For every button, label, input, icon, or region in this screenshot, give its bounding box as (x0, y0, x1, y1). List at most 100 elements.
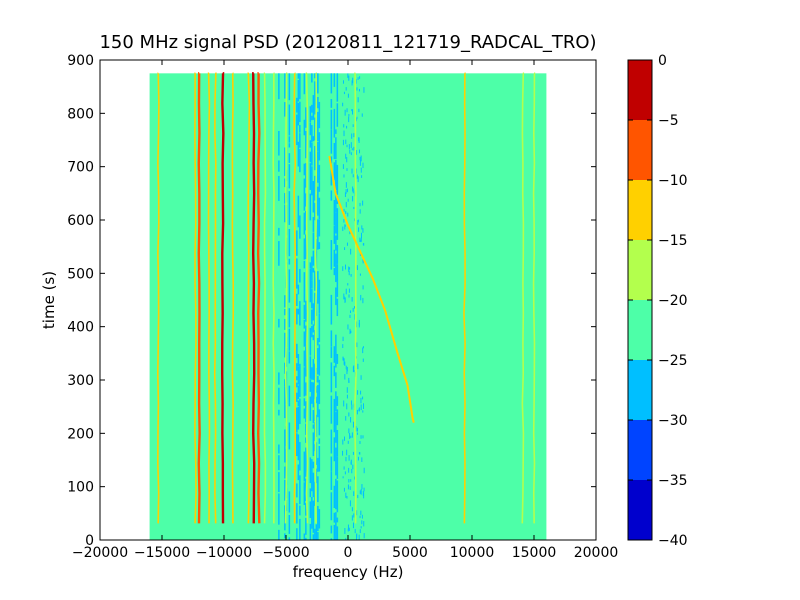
y-tick-label: 0 (85, 533, 94, 549)
heatmap-noise-cell (344, 109, 346, 116)
heatmap-noise-cell (311, 367, 313, 380)
heatmap-noise-cell (346, 394, 348, 399)
heatmap-noise-cell (305, 502, 307, 516)
heatmap-noise-cell (312, 180, 315, 213)
heatmap-noise-cell (288, 422, 291, 450)
heatmap-noise-cell (315, 524, 318, 540)
heatmap-noise-cell (349, 230, 351, 235)
heatmap-noise-cell (296, 258, 298, 289)
heatmap-noise-cell (351, 468, 353, 474)
colorbar-tick-label: −40 (658, 533, 688, 549)
heatmap-noise-cell (344, 224, 346, 230)
heatmap-noise-cell (357, 494, 359, 499)
heatmap-noise-cell (284, 73, 286, 99)
heatmap-noise-cell (345, 537, 347, 540)
heatmap-noise-cell (335, 159, 337, 190)
heatmap-noise-cell (363, 467, 365, 474)
spectral-line (521, 72, 525, 524)
heatmap-noise-cell (278, 241, 280, 266)
heatmap-noise-cell (305, 300, 307, 322)
heatmap-noise-cell (336, 73, 339, 102)
heatmap-noise-cell (345, 153, 347, 159)
heatmap-noise-cell (349, 310, 351, 314)
heatmap-noise-cell (330, 99, 333, 108)
heatmap-noise-cell (314, 117, 316, 141)
spectral-line (284, 72, 288, 524)
heatmap-noise-cell (305, 346, 307, 377)
heatmap-noise-cell (303, 272, 306, 303)
heatmap-noise-cell (297, 354, 300, 367)
heatmap-noise-cell (317, 151, 319, 183)
heatmap-noise-cell (350, 142, 352, 149)
heatmap-noise-cell (296, 528, 298, 540)
heatmap-noise-cell (297, 385, 300, 400)
heatmap-noise-cell (296, 293, 298, 306)
heatmap-noise-cell (311, 459, 313, 492)
heatmap-noise-cell (350, 274, 352, 277)
heatmap-noise-cell (336, 264, 339, 282)
x-tick-label: 5000 (392, 545, 428, 561)
heatmap-noise-cell (345, 456, 347, 462)
heatmap-noise-cell (362, 435, 364, 439)
heatmap-noise-cell (330, 129, 333, 154)
heatmap-noise-cell (318, 219, 321, 237)
heatmap-noise-cell (309, 379, 312, 392)
colorbar-segment (628, 120, 652, 180)
heatmap-noise-cell (351, 297, 353, 302)
heatmap-noise-cell (353, 133, 355, 138)
heatmap-noise-cell (299, 148, 301, 173)
heatmap-noise-cell (347, 283, 349, 286)
heatmap-noise-cell (317, 73, 319, 94)
heatmap-noise-cell (297, 434, 300, 461)
colorbar-tick-label: −10 (658, 173, 688, 189)
heatmap-noise-cell (311, 104, 313, 113)
heatmap-noise-cell (346, 495, 348, 499)
y-tick-label: 100 (67, 480, 94, 496)
heatmap-noise-cell (356, 174, 358, 179)
chart-title: 150 MHz signal PSD (20120811_121719_RADC… (99, 32, 596, 53)
heatmap-noise-cell (361, 457, 363, 462)
heatmap-noise-cell (351, 109, 353, 112)
heatmap-noise-cell (303, 163, 306, 176)
heatmap-noise-cell (305, 382, 307, 396)
heatmap-noise-cell (314, 270, 316, 291)
heatmap-noise-cell (284, 386, 286, 419)
heatmap-noise-cell (330, 471, 333, 490)
heatmap-noise-cell (336, 208, 339, 240)
heatmap-noise-cell (318, 379, 321, 405)
heatmap-noise-cell (288, 537, 291, 540)
heatmap-noise-cell (359, 159, 361, 166)
heatmap-noise-cell (288, 402, 291, 407)
heatmap-noise-cell (358, 407, 360, 412)
heatmap-noise-cell (352, 174, 354, 178)
heatmap-noise-cell (284, 308, 286, 316)
heatmap-noise-cell (352, 464, 354, 470)
heatmap-noise-cell (357, 220, 359, 225)
x-tick-label: 0 (344, 545, 353, 561)
heatmap-noise-cell (278, 493, 280, 525)
heatmap-noise-cell (333, 249, 336, 267)
heatmap-noise-cell (303, 408, 306, 419)
heatmap-noise-cell (336, 298, 339, 317)
colorbar: 0 −5 −10 −15 −20 −25 −30 −35 −40 (627, 53, 688, 549)
heatmap-noise-cell (342, 266, 344, 271)
heatmap-noise-cell (348, 527, 350, 531)
heatmap-noise-cell (347, 324, 349, 330)
heatmap-noise-cell (299, 363, 301, 397)
heatmap-noise-cell (345, 139, 347, 145)
heatmap-noise-cell (347, 484, 349, 490)
heatmap-noise-cell (351, 515, 353, 521)
heatmap-noise-cell (359, 76, 361, 79)
heatmap-noise-cell (353, 369, 355, 373)
heatmap-noise-cell (330, 294, 333, 325)
heatmap-noise-cell (359, 441, 361, 444)
heatmap-noise-cell (335, 412, 337, 443)
heatmap-noise-cell (317, 141, 319, 151)
heatmap-noise-cell (309, 396, 312, 421)
heatmap-noise-cell (333, 73, 336, 87)
heatmap-noise-cell (297, 80, 300, 102)
heatmap-noise-cell (314, 363, 316, 379)
heatmap-noise-cell (314, 528, 316, 540)
heatmap-noise-cell (296, 363, 298, 371)
heatmap-noise-cell (305, 517, 307, 535)
